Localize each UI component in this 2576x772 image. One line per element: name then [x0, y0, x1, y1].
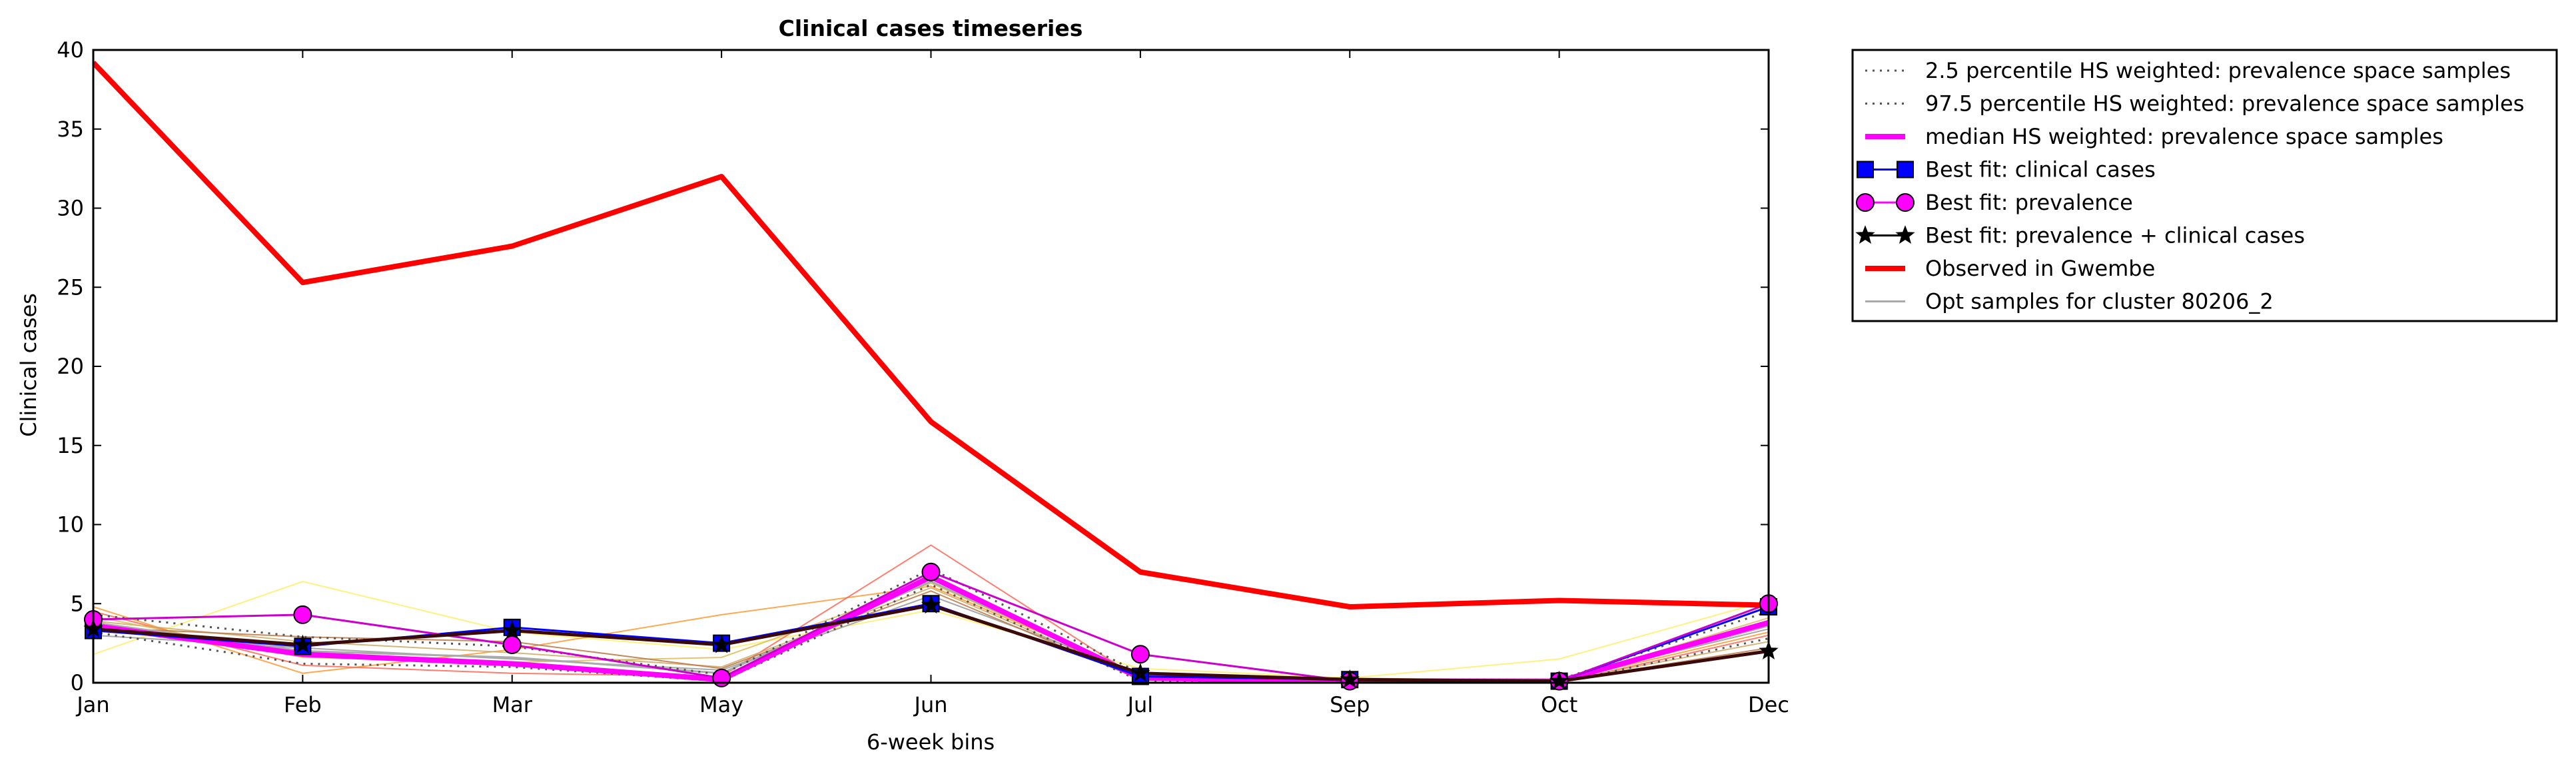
legend-circle-marker — [1856, 193, 1875, 212]
legend-square-marker — [1897, 161, 1914, 179]
legend-item: median HS weighted: prevalence space sam… — [1865, 124, 2443, 149]
legend-item: 97.5 percentile HS weighted: prevalence … — [1865, 91, 2524, 117]
y-tick-label: 0 — [71, 670, 84, 695]
y-tick-label: 5 — [71, 591, 84, 616]
best-fit-prevalence-marker — [921, 562, 941, 581]
x-tick-label: Oct — [1541, 692, 1577, 717]
y-tick-label: 30 — [57, 196, 84, 221]
legend-label: Opt samples for cluster 80206_2 — [1925, 289, 2274, 314]
best-fit-both-marker — [921, 595, 941, 614]
x-tick-label: Jan — [75, 692, 109, 717]
x-tick-label: Sep — [1330, 692, 1370, 717]
legend-star-marker — [1855, 225, 1875, 244]
legend-item: Best fit: prevalence + clinical cases — [1855, 223, 2305, 248]
best-fit-prevalence-marker — [1130, 645, 1150, 664]
legend: 2.5 percentile HS weighted: prevalence s… — [1851, 49, 2558, 322]
x-tick-label: Feb — [284, 692, 322, 717]
x-tick-label: Jul — [1126, 692, 1154, 717]
best-fit-both-marker — [1549, 671, 1569, 690]
legend-item: Opt samples for cluster 80206_2 — [1865, 289, 2274, 314]
legend-circle-marker — [1896, 193, 1915, 212]
y-tick-label: 25 — [57, 274, 84, 300]
legend-square-marker — [1857, 161, 1874, 179]
x-tick-label: May — [699, 692, 743, 717]
y-tick-label: 35 — [57, 117, 84, 142]
chart-title: Clinical cases timeseries — [779, 15, 1083, 41]
best-fit-prevalence-marker — [712, 668, 731, 687]
best-fit-both-marker — [502, 620, 522, 639]
legend-box — [1851, 49, 2558, 322]
plot-markers — [83, 562, 1779, 691]
y-tick-label: 40 — [57, 37, 84, 63]
x-axis-label: 6-week bins — [867, 729, 995, 755]
legend-label: Best fit: clinical cases — [1925, 157, 2156, 183]
legend-item: 2.5 percentile HS weighted: prevalence s… — [1865, 58, 2511, 83]
x-tick-label: Jun — [913, 692, 948, 717]
observed-gwembe-line — [93, 61, 1769, 609]
y-tick-label: 15 — [57, 433, 84, 458]
best-fit-prevalence-marker — [502, 635, 522, 654]
legend-item: Observed in Gwembe — [1865, 256, 2155, 281]
best-fit-prevalence-marker — [293, 605, 312, 624]
legend-item: Best fit: prevalence — [1856, 190, 2133, 215]
x-axis-ticks: Jan Feb Mar May Jun Jul Sep Oct Dec — [75, 50, 1789, 717]
legend-label: Observed in Gwembe — [1925, 256, 2155, 281]
legend-label: 97.5 percentile HS weighted: prevalence … — [1925, 91, 2524, 117]
y-tick-label: 10 — [57, 512, 84, 538]
legend-label: Best fit: prevalence — [1925, 190, 2133, 215]
legend-star-marker — [1895, 225, 1915, 244]
legend-label: median HS weighted: prevalence space sam… — [1925, 124, 2443, 149]
best-fit-both-marker — [1130, 663, 1150, 682]
plot-frame — [92, 49, 1770, 684]
y-axis-label: Clinical cases — [16, 293, 41, 437]
x-tick-label: Dec — [1748, 692, 1789, 717]
best-fit-both-marker — [292, 634, 313, 653]
legend-label: 2.5 percentile HS weighted: prevalence s… — [1925, 58, 2511, 83]
x-tick-label: Mar — [492, 692, 533, 717]
y-tick-label: 20 — [57, 354, 84, 379]
best-fit-both-marker — [711, 634, 731, 653]
y-axis-ticks: 0 5 10 15 20 25 30 35 40 — [57, 37, 1769, 695]
legend-item: Best fit: clinical cases — [1857, 157, 2156, 183]
legend-label: Best fit: prevalence + clinical cases — [1925, 223, 2305, 248]
